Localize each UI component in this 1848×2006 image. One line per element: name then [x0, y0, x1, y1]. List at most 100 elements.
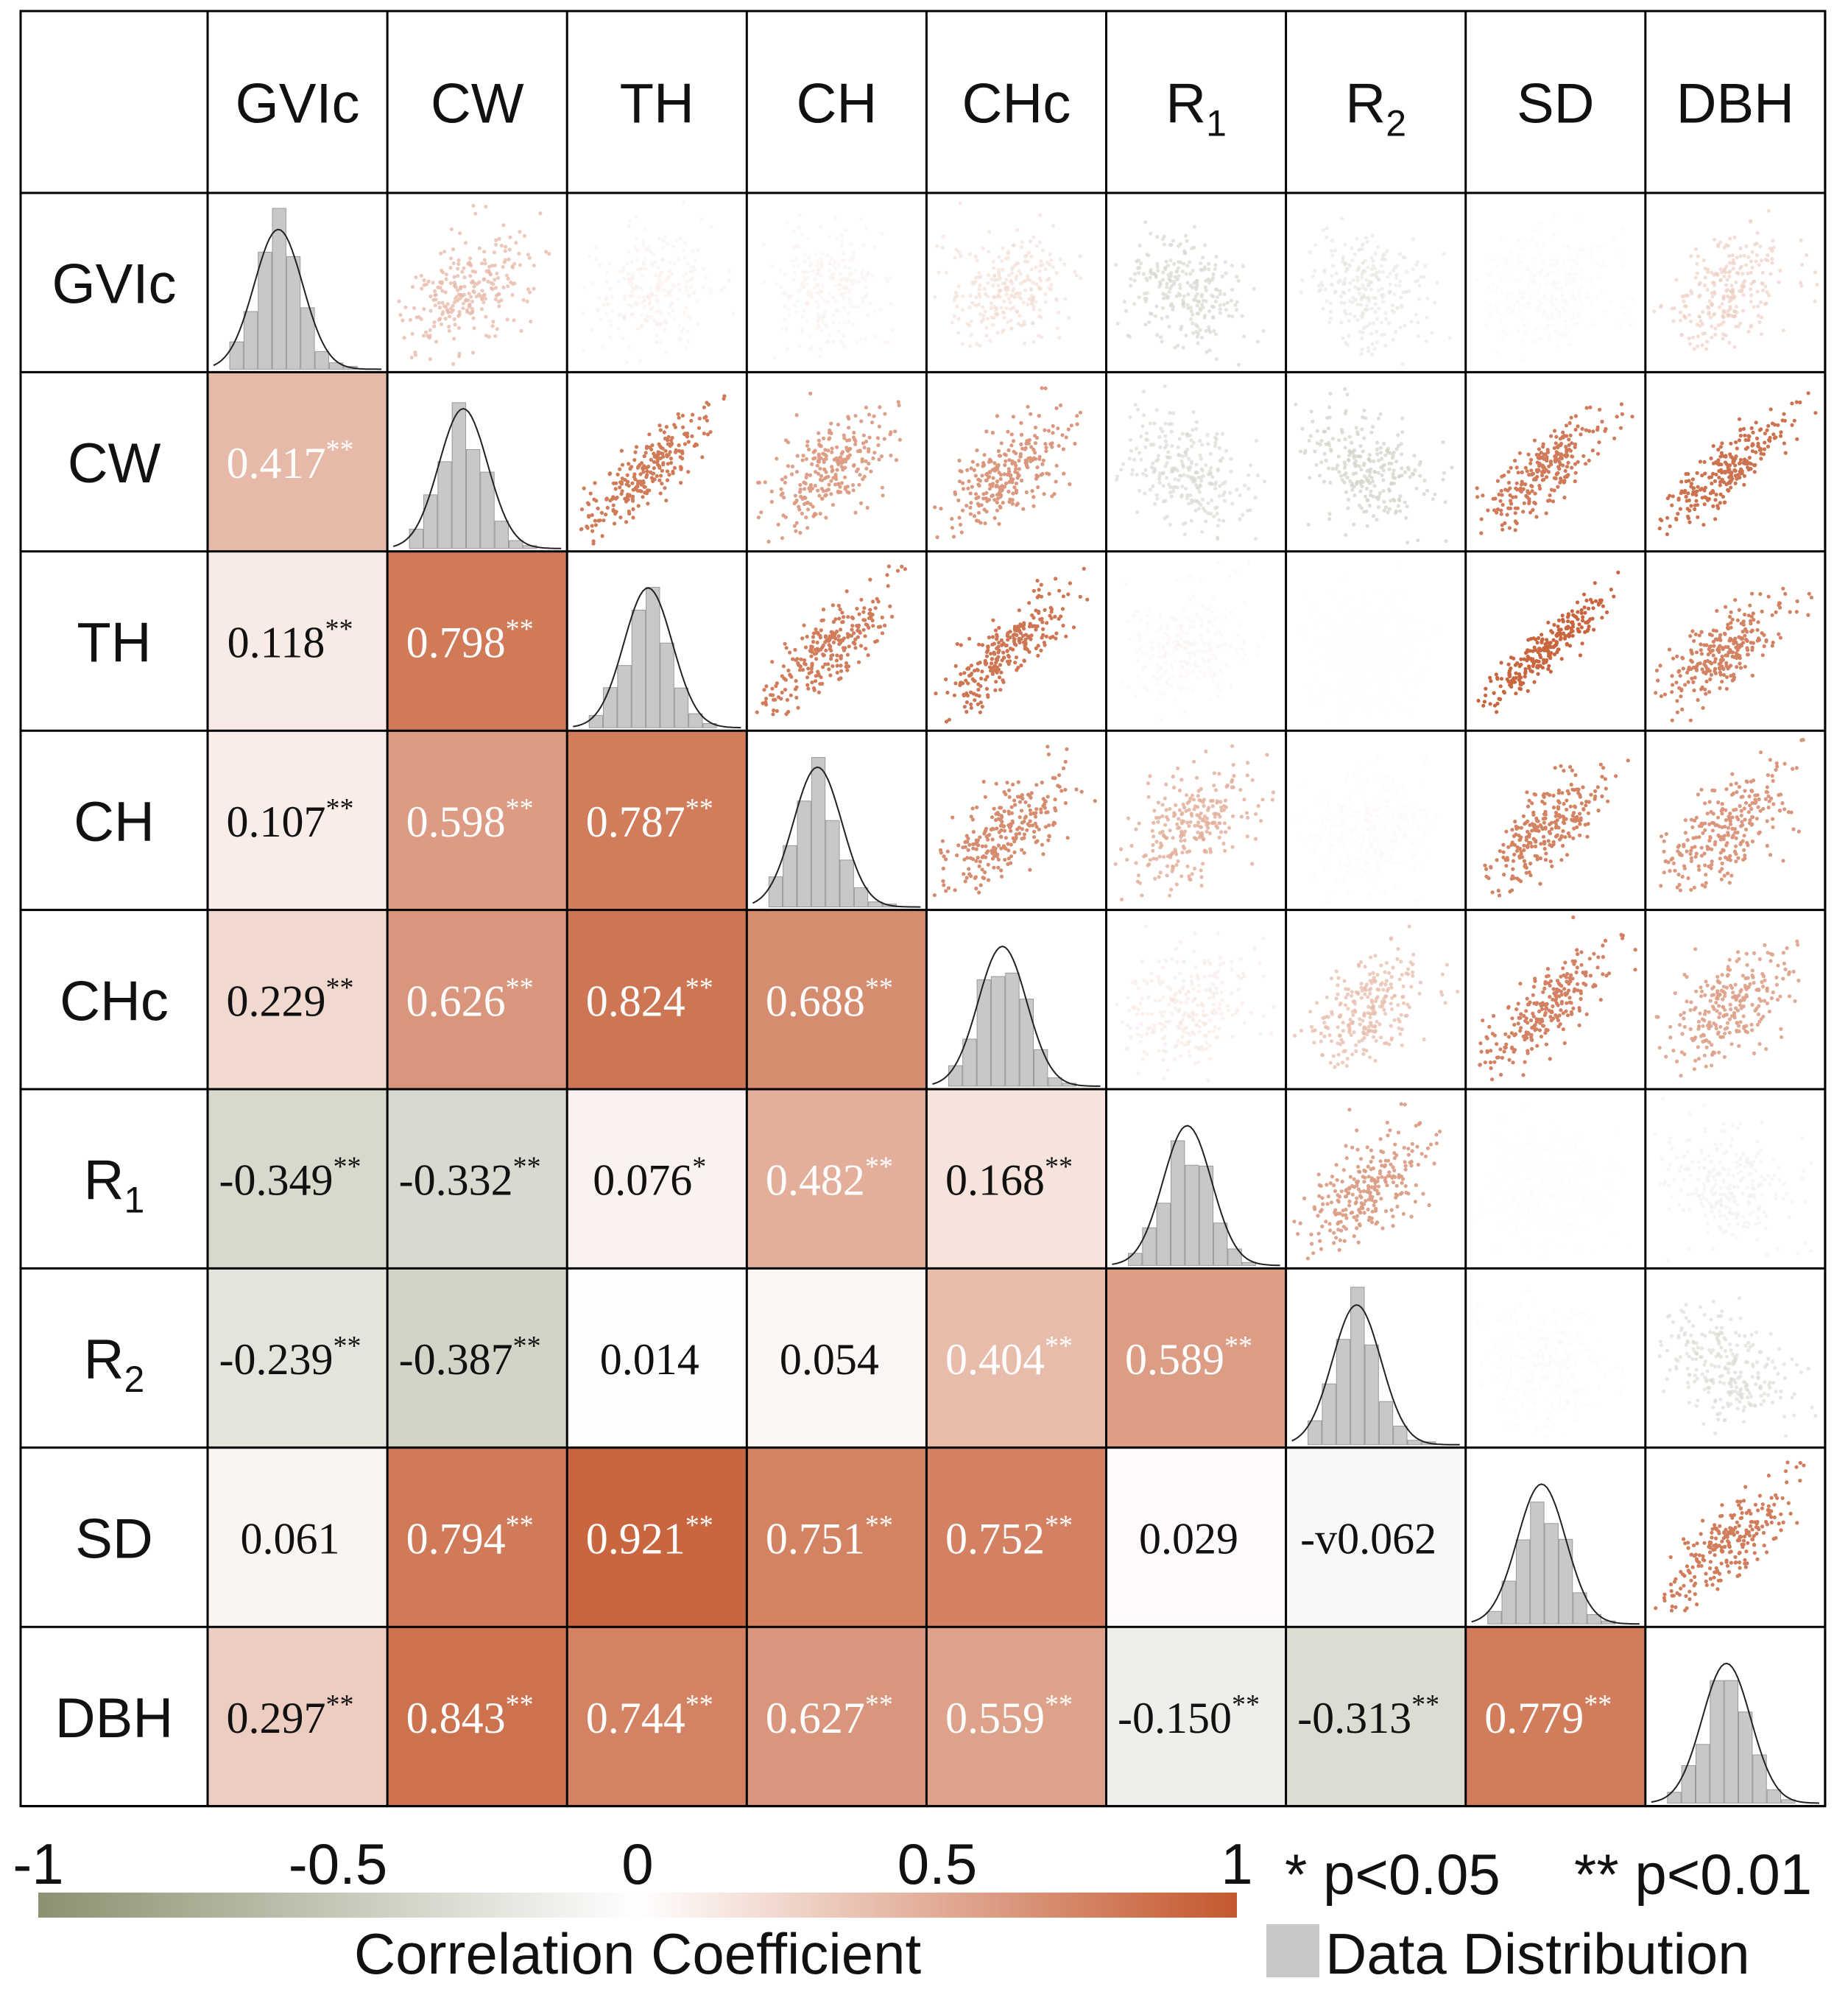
scatter-point [654, 294, 658, 298]
scatter-point [1538, 222, 1542, 226]
scatter-point [1235, 647, 1239, 651]
scatter-point [1690, 335, 1696, 339]
histogram-bar [660, 642, 674, 728]
scatter-point [1163, 499, 1168, 503]
scatter-point [825, 253, 830, 258]
scatter-point [483, 297, 488, 301]
scatter-point [1380, 616, 1384, 620]
scatter-point [1174, 698, 1178, 703]
scatter-point [1172, 261, 1177, 266]
scatter-point [1347, 448, 1352, 454]
scatter-point [1229, 298, 1233, 303]
scatter-point [1416, 538, 1420, 543]
scatter-point [1344, 668, 1348, 672]
scatter-point [1047, 277, 1051, 281]
scatter-point [1724, 289, 1729, 293]
scatter-point [829, 648, 833, 653]
scatter-point [836, 459, 842, 463]
scatter-point [1497, 492, 1501, 497]
scatter-point [1355, 275, 1360, 280]
scatter-point [1075, 422, 1079, 426]
scatter-point [1031, 495, 1036, 499]
scatter-point [1348, 679, 1353, 683]
scatter-point [672, 423, 677, 427]
scatter-point [804, 515, 808, 520]
scatter-point [1372, 664, 1376, 669]
scatter-point [636, 295, 641, 299]
scatter-point [1563, 468, 1567, 474]
scatter-point [1034, 244, 1039, 248]
scatter-point [1205, 649, 1210, 654]
scatter-point [1034, 646, 1038, 651]
scatter-point [845, 668, 850, 672]
scatter-point [495, 271, 499, 275]
scatter-point [1346, 498, 1350, 502]
corr-cell [387, 551, 568, 731]
scatter-point [1188, 624, 1192, 630]
scatter-point [657, 286, 662, 291]
scatter-point [1687, 508, 1692, 513]
scatter-point [933, 505, 937, 510]
scatter-point [1392, 652, 1396, 656]
scatter-point [798, 482, 803, 488]
scatter-point [652, 466, 657, 471]
scatter-point [669, 457, 674, 461]
scatter-point [1188, 574, 1192, 579]
scatter-point [1073, 441, 1077, 446]
scatter-point [952, 693, 956, 697]
scatter-point [585, 526, 590, 530]
scatter-point [1695, 471, 1699, 476]
scatter-point [671, 283, 675, 287]
scatter-point [646, 295, 650, 299]
scatter-point [806, 270, 811, 274]
scatter-point [1523, 482, 1528, 487]
scatter-point [839, 277, 843, 281]
scatter-point [1206, 472, 1210, 476]
scatter-point [783, 272, 787, 277]
scatter-point [1562, 319, 1567, 323]
scatter-point [864, 459, 868, 463]
scatter-point [1571, 281, 1576, 285]
scatter-point [1553, 263, 1557, 267]
corr-cell [1106, 1268, 1286, 1448]
scatter-point [1537, 289, 1541, 294]
scatter-point [1036, 653, 1040, 658]
scatter-point [1177, 478, 1181, 482]
scatter-point [819, 289, 824, 294]
scatter-point [1537, 337, 1542, 341]
scatter-point [1235, 633, 1240, 638]
scatter-point [841, 619, 845, 624]
scatter-point [1207, 630, 1211, 634]
scatter-point [1713, 326, 1718, 331]
scatter-point [1355, 479, 1360, 484]
scatter-point [1725, 278, 1729, 282]
scatter-point [1573, 445, 1577, 449]
scatter-point [1210, 675, 1215, 679]
scatter-point [992, 641, 996, 646]
scatter-point [1532, 278, 1537, 283]
scatter-point [976, 302, 981, 307]
scatter-point [850, 627, 854, 632]
scatter-point [820, 252, 825, 256]
scatter-point [831, 619, 836, 624]
scatter-point [1359, 351, 1364, 356]
scatter-point [1301, 593, 1306, 598]
scatter-point [1229, 469, 1233, 474]
scatter-point [794, 244, 799, 249]
scatter-point [1562, 308, 1567, 312]
scatter-point [1218, 289, 1222, 293]
scatter-point [1179, 623, 1183, 628]
scatter-point [1027, 650, 1031, 654]
scatter-point [838, 321, 842, 325]
scatter-point [1743, 263, 1749, 267]
scatter-point [1479, 517, 1484, 521]
scatter-point [1568, 433, 1573, 437]
scatter-point [843, 475, 847, 479]
scatter-point [660, 246, 666, 250]
scatter-point [1315, 622, 1319, 627]
scatter-point [1023, 647, 1027, 651]
scatter-point [1724, 454, 1728, 459]
scatter-point [864, 278, 868, 282]
scatter-point [1732, 295, 1737, 299]
scatter-point [1170, 667, 1174, 672]
